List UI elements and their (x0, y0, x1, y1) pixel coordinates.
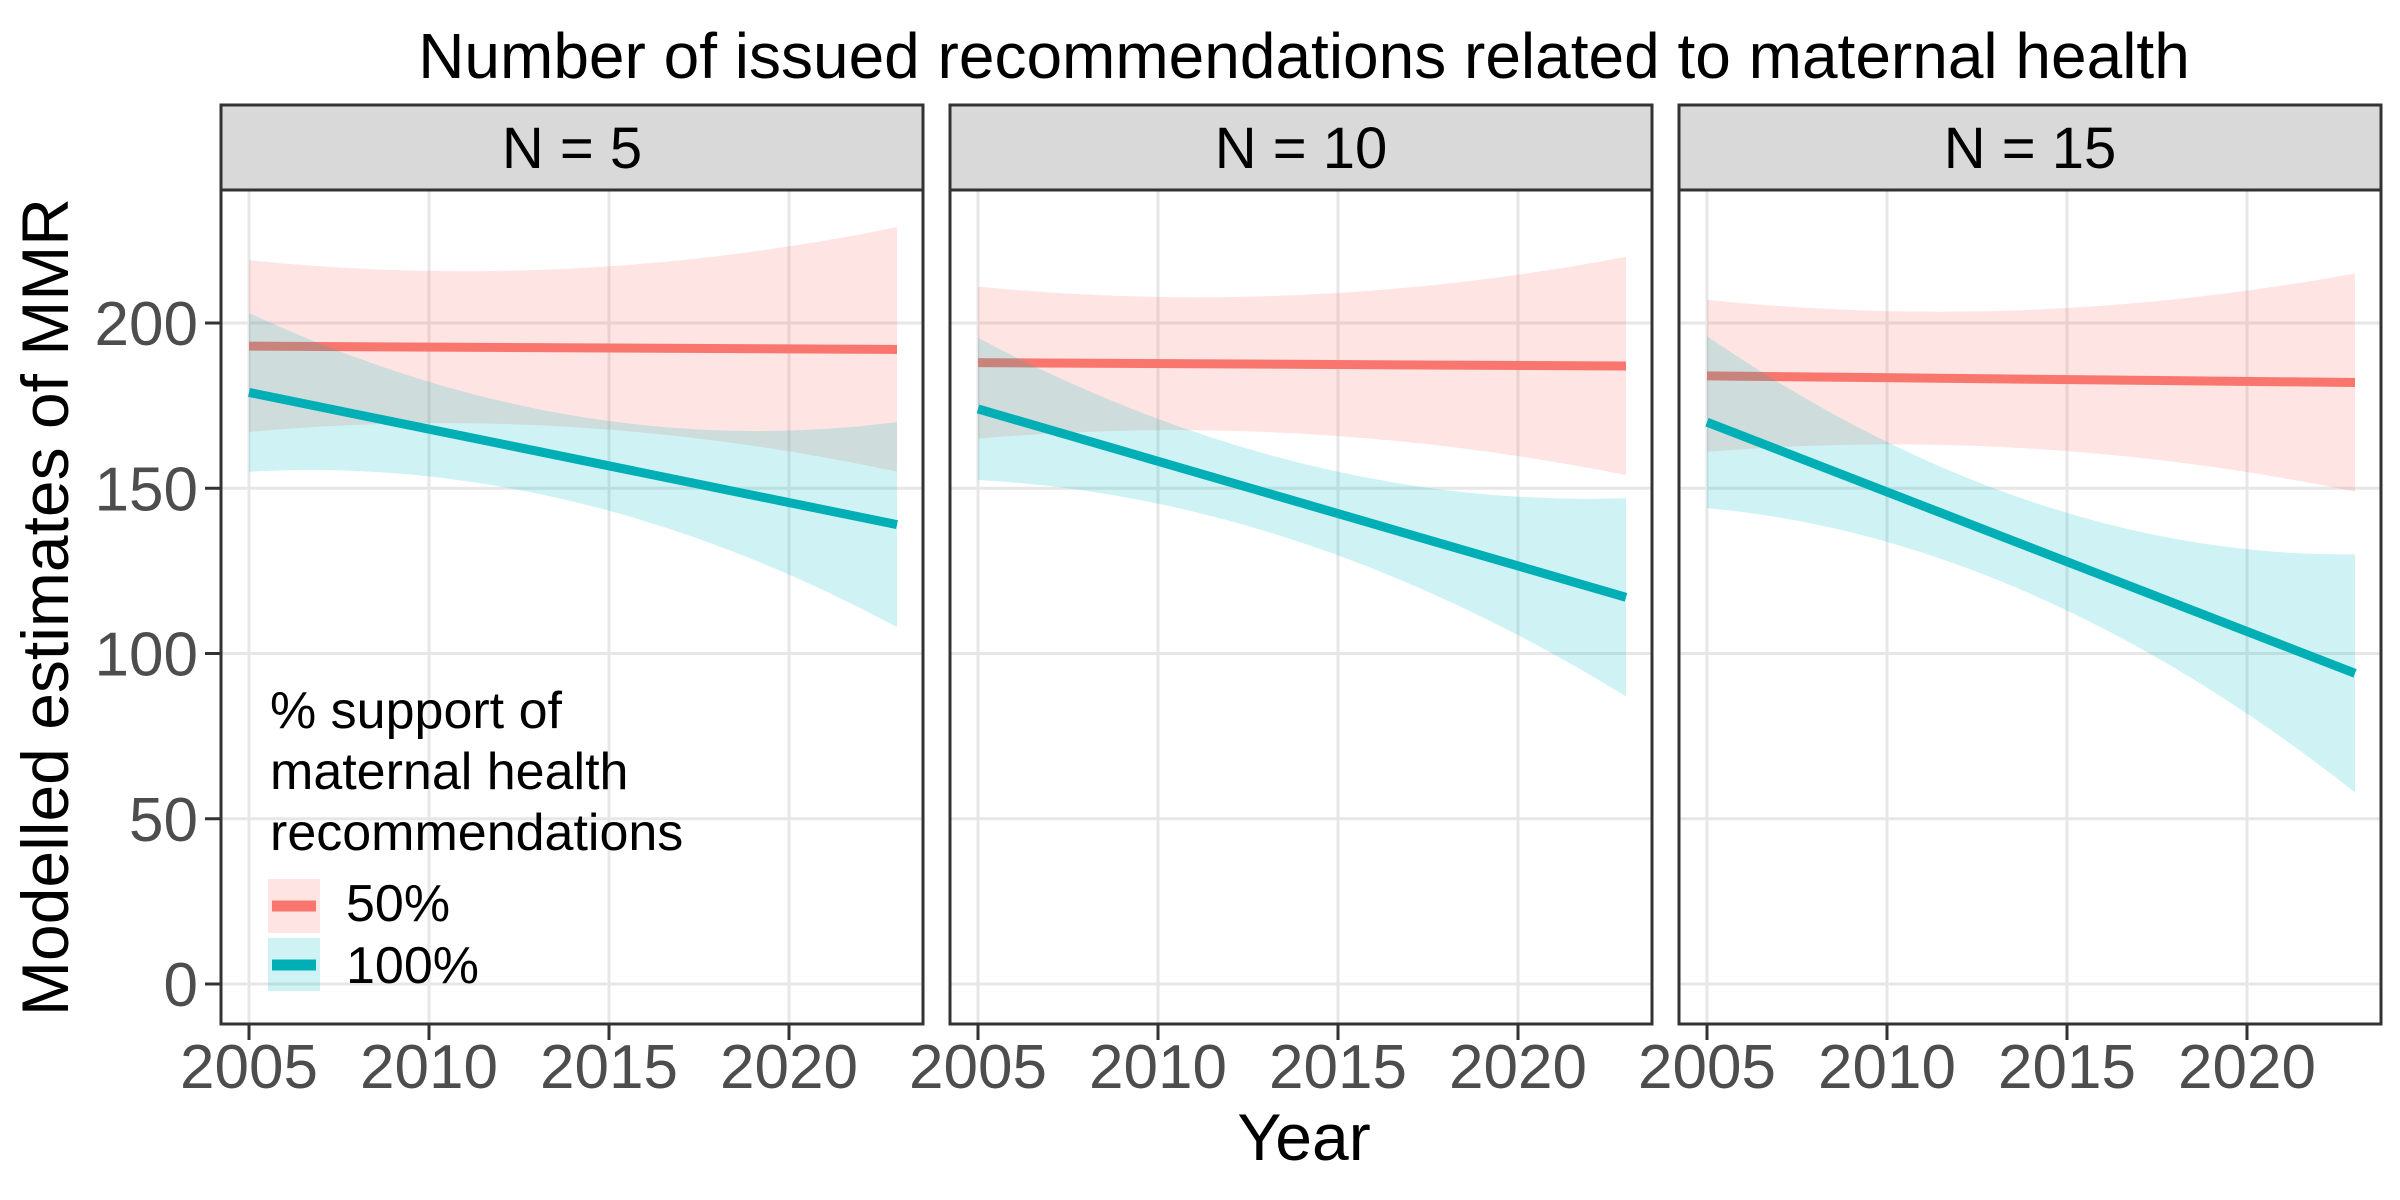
trend-line-50 (977, 358, 1627, 371)
facet-strip (948, 103, 1654, 192)
facet-strip-label: N = 5 (502, 116, 642, 181)
facet-strip (219, 103, 925, 192)
panel-border (219, 188, 925, 1026)
x-tick-label: 2015 (1998, 1033, 2136, 1102)
x-tick-label: 2010 (360, 1033, 498, 1102)
y-tick-label: 100 (95, 621, 198, 690)
y-tick-label: 0 (164, 951, 198, 1020)
y-tick-label: 150 (95, 455, 198, 524)
legend-entry-label: 50% (346, 875, 450, 933)
x-tick-label: 2020 (720, 1033, 858, 1102)
y-tick-label: 200 (95, 290, 198, 359)
x-axis-title: Year (1237, 1100, 1370, 1174)
x-tick-label: 2020 (2178, 1033, 2316, 1102)
panel-border (1677, 188, 2383, 1026)
y-tick-label: 50 (129, 786, 198, 855)
panel-background (950, 190, 1652, 1024)
legend-title-line: % support of (270, 682, 562, 740)
trend-line-50 (1706, 371, 2356, 388)
x-tick-label: 2010 (1089, 1033, 1227, 1102)
confidence-ribbon-100 (249, 313, 897, 628)
panel-background (221, 190, 923, 1024)
x-tick-label: 2005 (1638, 1033, 1776, 1102)
facet-strip-label: N = 10 (1215, 116, 1388, 181)
chart-title: Number of issued recommendations related… (418, 20, 2190, 92)
x-tick-label: 2015 (540, 1033, 678, 1102)
panel-background (1679, 190, 2381, 1024)
facet-strip (1677, 103, 2383, 192)
legend-title-line: recommendations (270, 804, 683, 862)
y-axis-title: Modelled estimates of MMR (8, 198, 82, 1016)
x-tick-label: 2015 (1269, 1033, 1407, 1102)
facet-strip-label: N = 15 (1944, 116, 2117, 181)
trend-line-100 (1705, 417, 2357, 678)
legend: % support of maternal health recommendat… (268, 682, 683, 995)
x-tick-label: 2010 (1818, 1033, 1956, 1102)
trend-line-100 (248, 388, 898, 530)
legend-title-line: maternal health (270, 743, 628, 801)
panels-layer: 0 50 100 150 200 2005 2010 2015 2020 2005 2010 2015… (95, 103, 2383, 1102)
trend-line-100 (976, 404, 1628, 602)
panel-border (948, 188, 1654, 1026)
x-tick-label: 2020 (1449, 1033, 1587, 1102)
trend-line-50 (248, 341, 898, 354)
legend-entry-label: 100% (346, 937, 479, 995)
confidence-ribbon-100 (1707, 336, 2355, 793)
confidence-ribbon-100 (978, 337, 1626, 697)
x-tick-label: 2005 (909, 1033, 1047, 1102)
x-tick-label: 2005 (180, 1033, 318, 1102)
